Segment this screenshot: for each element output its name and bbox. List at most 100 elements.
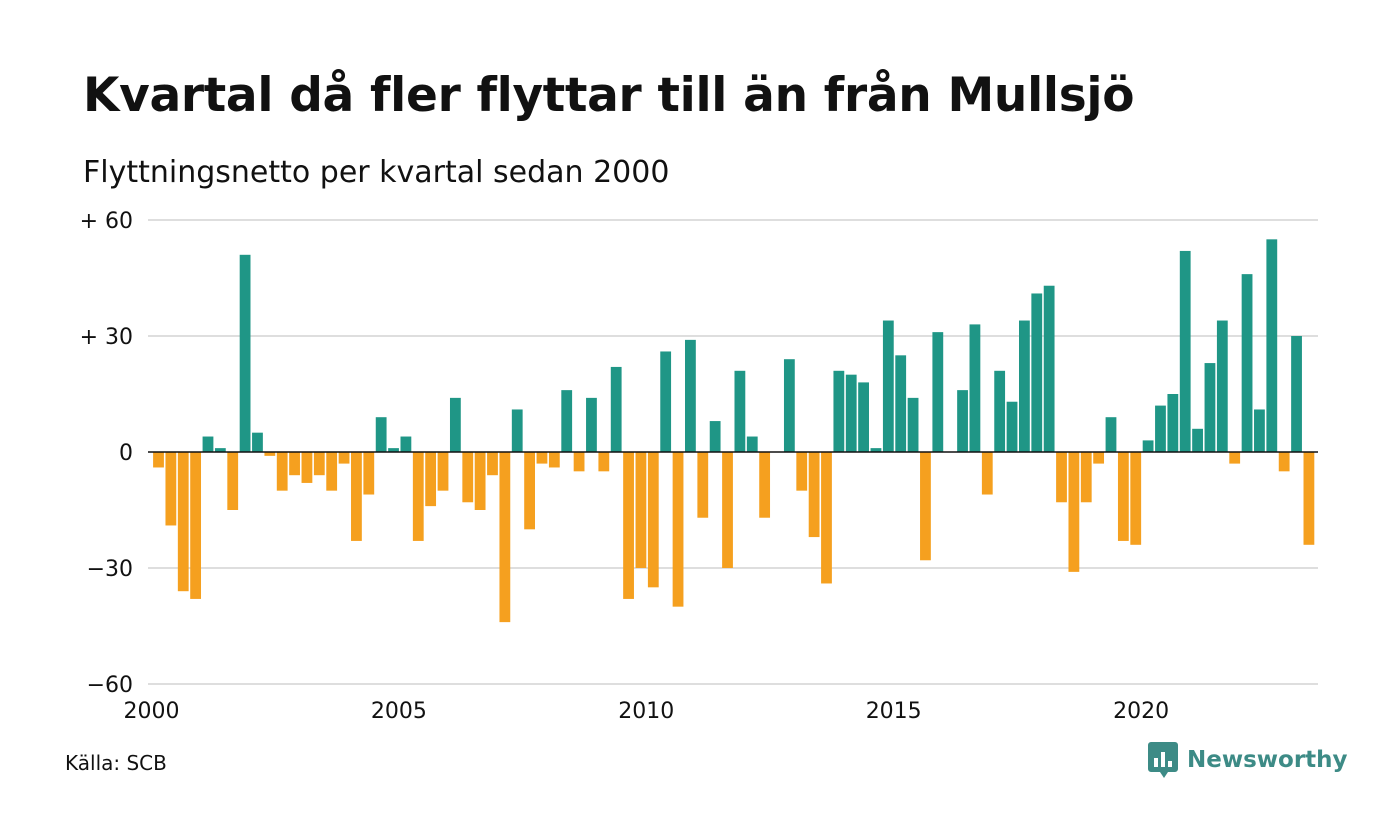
x-tick-label: 2015 xyxy=(866,699,922,724)
bar-2015-Q4 xyxy=(932,332,944,452)
bar-2013-Q4 xyxy=(833,370,845,452)
chart-subtitle: Flyttningsnetto per kvartal sedan 2000 xyxy=(83,155,670,190)
bar-2001-Q4 xyxy=(239,254,251,452)
bar-2010-Q3 xyxy=(672,452,684,607)
gridlines xyxy=(148,219,1318,685)
bar-2004-Q4 xyxy=(388,448,399,452)
bar-2022-Q3 xyxy=(1266,239,1278,452)
y-axis-ticks: + 60 + 30 0 −30 −60 xyxy=(80,209,133,698)
bar-2014-Q3 xyxy=(870,448,882,452)
bar-2001-Q3 xyxy=(227,452,239,510)
bar-2013-Q3 xyxy=(821,452,832,584)
bar-2002-Q3 xyxy=(276,452,288,491)
bar-2019-Q1 xyxy=(1093,452,1105,464)
bar-2005-Q1 xyxy=(400,436,412,452)
bar-2002-Q4 xyxy=(289,452,300,476)
y-tick-label: + 60 xyxy=(80,209,133,234)
y-tick-label: −30 xyxy=(87,557,133,582)
bar-2018-Q1 xyxy=(1043,285,1055,452)
bar-2003-Q3 xyxy=(326,452,338,491)
x-tick-label: 2000 xyxy=(124,699,180,724)
bar-2017-Q1 xyxy=(994,370,1006,452)
bar-2006-Q3 xyxy=(474,452,486,510)
bar-2003-Q4 xyxy=(338,452,350,464)
bar-2005-Q4 xyxy=(437,452,449,491)
bar-2008-Q3 xyxy=(573,452,585,472)
bar-2012-Q2 xyxy=(759,452,771,518)
bar-2007-Q3 xyxy=(524,452,535,530)
bar-2011-Q4 xyxy=(734,370,746,452)
bar-2021-Q2 xyxy=(1204,363,1216,452)
bar-2015-Q2 xyxy=(907,397,919,452)
bar-2010-Q2 xyxy=(660,351,672,452)
bar-2017-Q4 xyxy=(1031,293,1043,452)
bar-2006-Q4 xyxy=(487,452,498,476)
bar-2001-Q2 xyxy=(214,448,226,452)
x-tick-label: 2010 xyxy=(618,699,674,724)
bar-2013-Q2 xyxy=(808,452,820,538)
bar-2000-Q2 xyxy=(165,452,177,526)
bar-2002-Q2 xyxy=(264,452,276,456)
bar-2020-Q4 xyxy=(1179,250,1191,452)
bar-2000-Q3 xyxy=(177,452,189,592)
bar-2022-Q1 xyxy=(1241,274,1253,452)
bar-2001-Q1 xyxy=(202,436,214,452)
y-tick-label: 0 xyxy=(119,441,133,466)
bar-2019-Q3 xyxy=(1117,452,1129,541)
bar-2020-Q1 xyxy=(1142,440,1154,452)
bar-2012-Q1 xyxy=(746,436,758,452)
bar-2008-Q4 xyxy=(586,397,597,452)
bar-2018-Q2 xyxy=(1056,452,1067,503)
bar-2015-Q1 xyxy=(895,355,907,452)
bar-2014-Q2 xyxy=(858,382,869,452)
bar-2023-Q2 xyxy=(1303,452,1315,545)
bar-2011-Q3 xyxy=(722,452,733,568)
bar-2000-Q1 xyxy=(153,452,164,468)
bar-2007-Q1 xyxy=(499,452,511,623)
newsworthy-chart-icon xyxy=(1148,742,1178,778)
bar-2007-Q4 xyxy=(536,452,548,464)
x-axis-ticks: 2000 2005 2010 2015 2020 xyxy=(124,699,1170,724)
bar-2007-Q2 xyxy=(511,409,523,452)
bar-2004-Q1 xyxy=(351,452,362,541)
bar-2010-Q4 xyxy=(685,339,696,452)
bar-2014-Q4 xyxy=(882,320,894,452)
x-tick-label: 2020 xyxy=(1113,699,1169,724)
bar-2004-Q3 xyxy=(375,417,387,452)
bar-2021-Q3 xyxy=(1216,320,1228,452)
bar-2011-Q1 xyxy=(697,452,709,518)
x-tick-label: 2005 xyxy=(371,699,427,724)
bar-2023-Q1 xyxy=(1291,336,1302,452)
bar-2016-Q3 xyxy=(969,324,981,452)
bar-2009-Q2 xyxy=(610,366,622,452)
newsworthy-wordmark: Newsworthy xyxy=(1187,747,1348,773)
bar-2021-Q4 xyxy=(1229,452,1241,464)
bar-2021-Q1 xyxy=(1192,428,1203,452)
bar-2010-Q1 xyxy=(647,452,659,588)
y-tick-label: −60 xyxy=(87,673,133,698)
bar-2013-Q1 xyxy=(796,452,808,491)
bar-2018-Q4 xyxy=(1080,452,1092,503)
bar-2009-Q4 xyxy=(635,452,647,568)
bar-2006-Q1 xyxy=(449,397,461,452)
bar-2020-Q3 xyxy=(1167,394,1179,452)
bar-2003-Q2 xyxy=(313,452,325,476)
bar-2004-Q2 xyxy=(363,452,375,495)
bar-2017-Q2 xyxy=(1006,401,1018,452)
bar-2022-Q2 xyxy=(1254,409,1265,452)
bar-2019-Q2 xyxy=(1105,417,1117,452)
bar-2005-Q2 xyxy=(412,452,424,541)
newsworthy-logo: Newsworthy xyxy=(1148,742,1348,778)
bar-2006-Q2 xyxy=(462,452,474,503)
bar-2008-Q2 xyxy=(561,390,573,452)
bar-2002-Q1 xyxy=(252,432,263,452)
bar-2014-Q1 xyxy=(845,374,857,452)
bar-2016-Q2 xyxy=(957,390,968,452)
chart-title: Kvartal då fler flyttar till än från Mul… xyxy=(83,68,1135,123)
bar-2020-Q2 xyxy=(1155,405,1166,452)
bar-2003-Q1 xyxy=(301,452,313,483)
bar-2009-Q3 xyxy=(623,452,634,599)
bar-2017-Q3 xyxy=(1019,320,1030,452)
bars xyxy=(153,239,1315,623)
